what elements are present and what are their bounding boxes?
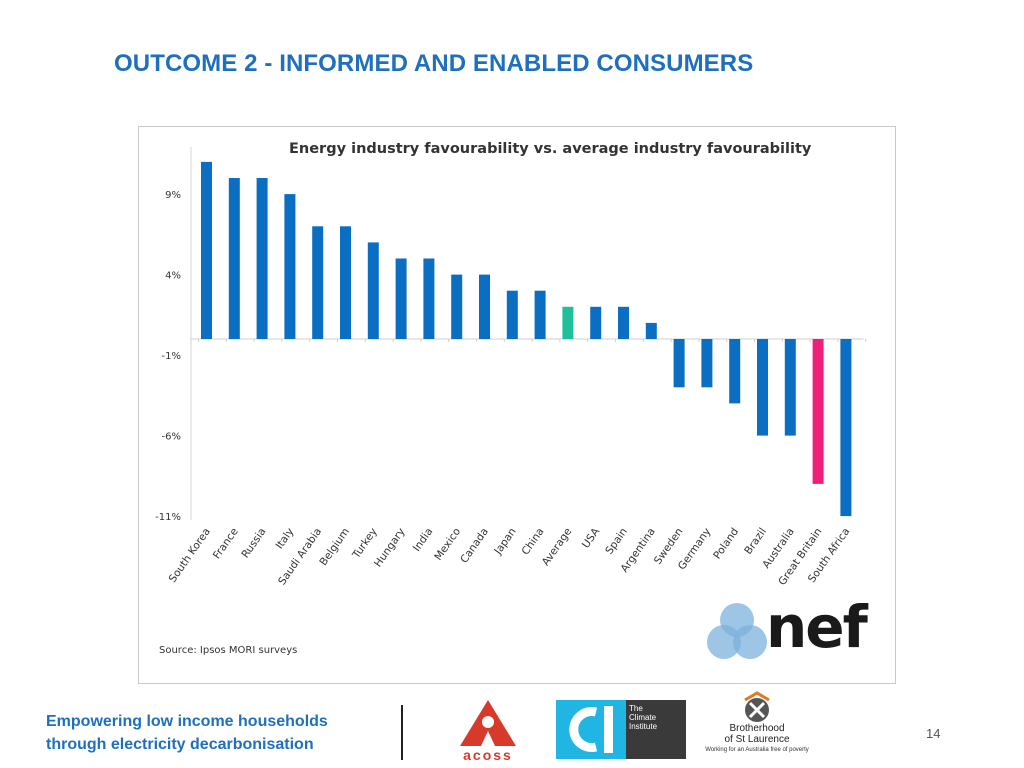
chart-figure: 9% 4% -1% -6% -11% South Korea France Russia It… (138, 126, 896, 684)
bar-hungary (395, 258, 407, 339)
x-tick-label: Italy (273, 526, 296, 552)
page-title: OUTCOME 2 - INFORMED AND ENABLED CONSUME… (114, 50, 754, 77)
bsl-emblem-icon (744, 691, 770, 722)
x-tick-label: USA (580, 525, 603, 550)
climate-name-line-1: The (629, 704, 643, 713)
brotherhood-tagline: Working for an Australia free of poverty (705, 747, 809, 753)
nef-circles-icon (707, 603, 767, 659)
bar-sweden (673, 339, 685, 388)
bar-canada (479, 274, 490, 339)
bar-saudi-arabia (312, 226, 324, 339)
footer-tagline: Empowering low income households through… (46, 710, 396, 756)
x-tick-label: France (211, 526, 241, 561)
y-tick-label: -1% (162, 351, 181, 362)
bar-italy (284, 194, 296, 339)
nef-wordmark: nef (766, 593, 868, 661)
bar-great-britain (812, 339, 824, 484)
bar-south-korea (201, 161, 212, 339)
chart-title: Energy industry favourability vs. averag… (289, 141, 812, 157)
bar-france (228, 178, 240, 339)
ci-letters-icon (569, 706, 613, 753)
x-tick-label: Poland (711, 526, 741, 562)
bar-india (423, 258, 435, 339)
nef-logo: nef (704, 593, 874, 665)
climate-name-line-3: Institute (629, 722, 658, 731)
bar-brazil (757, 339, 768, 436)
bar-argentina (645, 322, 657, 339)
bar-south-africa (840, 339, 852, 517)
brotherhood-name: Brotherhood of St Laurence (705, 723, 809, 745)
y-tick-label: -6% (162, 432, 181, 443)
x-tick-label: China (520, 526, 547, 557)
x-tick-label: Turkey (350, 526, 380, 562)
climate-name-box: The Climate Institute (626, 700, 686, 759)
bsl-name-line-1: Brotherhood (729, 723, 785, 734)
bar-russia (256, 178, 268, 339)
x-tick-label: South Korea (167, 526, 213, 585)
bar-australia (784, 339, 796, 436)
bar-average (562, 306, 574, 339)
bsl-name-line-2: of St Laurence (724, 734, 790, 745)
acoss-logo: acoss (452, 698, 524, 764)
y-tick-label: 4% (165, 271, 181, 282)
bar-turkey (367, 242, 379, 339)
climate-institute-logo: The Climate Institute (556, 700, 686, 759)
bar-belgium (340, 226, 351, 339)
climate-ci-mark (556, 700, 626, 759)
brotherhood-logo: Brotherhood of St Laurence Working for a… (705, 690, 815, 760)
bar-japan (506, 290, 518, 339)
bar-germany (701, 339, 713, 388)
acoss-wordmark: acoss (463, 747, 513, 763)
footer-divider (401, 705, 403, 760)
y-tick-label: 9% (165, 190, 181, 201)
x-tick-label: Russia (239, 526, 268, 561)
x-tick-label: Canada (458, 526, 491, 566)
x-tick-label: Brazil (742, 526, 769, 557)
footer-tagline-line-1: Empowering low income households (46, 713, 328, 730)
bar-usa (590, 306, 602, 339)
acoss-emblem-icon (460, 700, 516, 746)
x-tick-label: Japan (492, 526, 519, 558)
climate-name-line-2: Climate (629, 713, 657, 722)
chart-source: Source: Ipsos MORI surveys (159, 645, 298, 656)
bar-mexico (451, 274, 463, 339)
page-number: 14 (926, 726, 941, 741)
bar-china (534, 290, 546, 339)
x-tick-label: India (411, 526, 436, 554)
y-tick-label: -11% (155, 512, 181, 523)
bar-poland (729, 339, 741, 404)
bar-spain (618, 306, 629, 339)
footer-tagline-line-2: through electricity decarbonisation (46, 736, 314, 753)
x-tick-label: Spain (603, 526, 630, 557)
